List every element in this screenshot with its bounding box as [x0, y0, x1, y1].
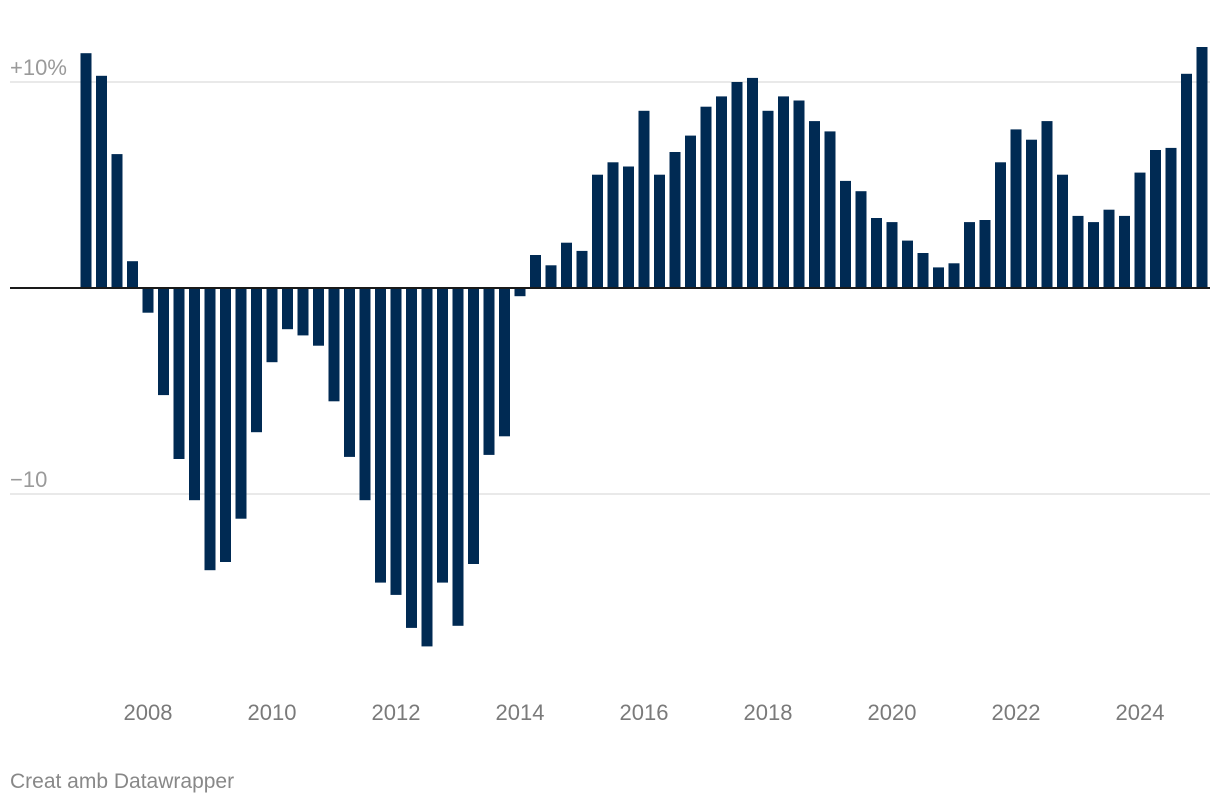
y-axis-labels: +10% −10 — [10, 55, 67, 492]
x-axis-labels: 2008 2010 2012 2014 2016 2018 2020 2022 2024 — [124, 700, 1165, 725]
bar — [1041, 121, 1053, 288]
x-tick-label: 2020 — [868, 700, 917, 725]
bar — [468, 288, 479, 564]
bar — [514, 288, 526, 297]
bar — [855, 191, 867, 288]
bar — [452, 288, 464, 626]
bar — [437, 288, 448, 583]
bar — [809, 121, 820, 288]
bar — [251, 288, 262, 433]
y-tick-label: +10% — [10, 55, 67, 80]
bar — [840, 180, 851, 288]
bar — [1150, 150, 1161, 288]
bar — [1103, 209, 1115, 288]
bar — [948, 263, 960, 288]
bar — [344, 288, 355, 457]
bar — [592, 174, 603, 288]
bar — [886, 222, 898, 288]
bar — [499, 288, 510, 437]
bar — [1119, 215, 1130, 288]
bar — [1134, 172, 1146, 288]
footer-credit: Creat amb Datawrapper — [10, 770, 235, 793]
bar — [824, 131, 836, 288]
bar — [111, 154, 123, 288]
bar — [917, 253, 929, 288]
bar — [793, 100, 805, 288]
bar — [282, 288, 293, 330]
bar — [716, 96, 727, 289]
bar — [545, 265, 557, 288]
bar — [669, 152, 681, 288]
bar — [483, 288, 495, 455]
bar — [328, 288, 340, 402]
x-tick-label: 2018 — [744, 700, 793, 725]
bar — [359, 288, 371, 501]
bar — [607, 162, 619, 288]
bar — [638, 110, 650, 288]
bar — [235, 288, 247, 519]
bar — [1072, 215, 1084, 288]
bar — [390, 288, 402, 595]
bar — [189, 288, 200, 501]
x-tick-label: 2016 — [620, 700, 669, 725]
bar — [964, 222, 975, 288]
bar — [297, 288, 309, 336]
bar — [561, 242, 572, 288]
bar — [654, 174, 665, 288]
bar — [96, 75, 107, 288]
bar — [220, 288, 231, 562]
bar — [406, 288, 417, 628]
x-tick-label: 2008 — [124, 700, 173, 725]
bar — [1165, 147, 1177, 288]
bar — [173, 288, 185, 459]
bar — [576, 250, 588, 288]
bar — [421, 288, 433, 647]
bar — [731, 82, 743, 288]
bar — [158, 288, 169, 396]
x-tick-label: 2010 — [248, 700, 297, 725]
bar — [995, 162, 1006, 288]
bar — [979, 220, 991, 288]
bar — [700, 106, 712, 288]
bar — [778, 96, 789, 289]
bar — [762, 110, 774, 288]
bar — [127, 261, 138, 288]
bar — [375, 288, 386, 583]
bar — [1088, 222, 1099, 288]
bar — [1057, 174, 1068, 288]
bar — [80, 53, 92, 289]
bar — [204, 288, 216, 571]
bar — [313, 288, 324, 346]
bar — [747, 77, 758, 289]
x-tick-label: 2012 — [372, 700, 421, 725]
x-tick-label: 2024 — [1116, 700, 1165, 725]
bar — [902, 240, 913, 288]
bar — [1196, 47, 1208, 288]
bar — [933, 267, 944, 288]
bar-chart: +10% −10 2008 2010 2012 2014 2016 2018 2020 2022… — [10, 47, 1210, 725]
bar — [623, 166, 634, 288]
bar — [142, 288, 154, 313]
bar — [1181, 73, 1192, 288]
bar — [871, 218, 882, 288]
bar — [1026, 139, 1037, 288]
bar — [1010, 129, 1022, 288]
bar — [266, 288, 278, 363]
bars — [80, 47, 1208, 647]
y-tick-label: −10 — [10, 467, 47, 492]
bar — [530, 255, 541, 288]
x-tick-label: 2014 — [496, 700, 545, 725]
x-tick-label: 2022 — [992, 700, 1041, 725]
bar — [685, 135, 696, 288]
